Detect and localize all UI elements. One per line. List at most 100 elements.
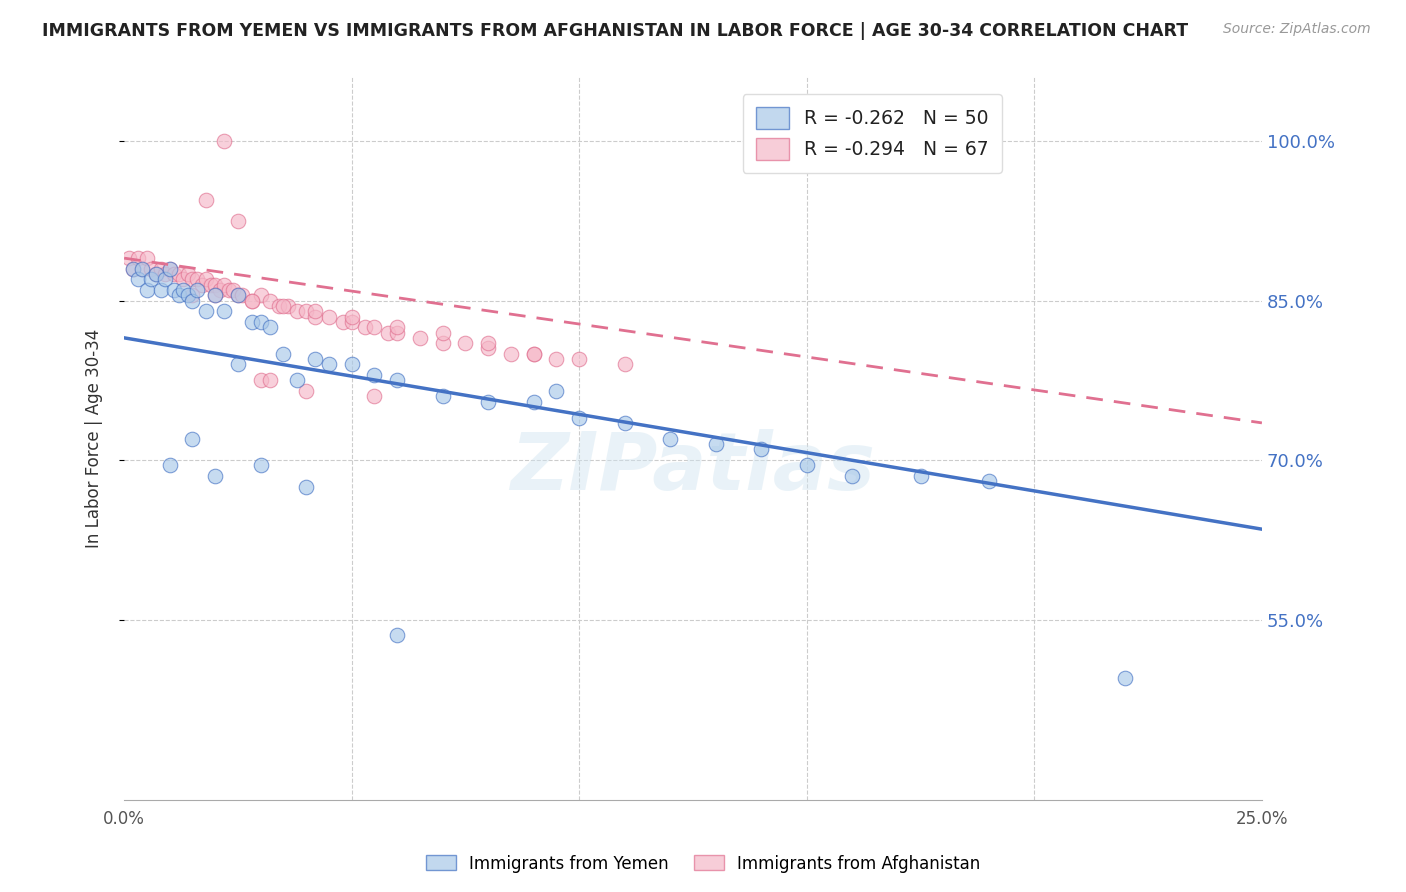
Point — [304, 310, 326, 324]
Point — [186, 283, 208, 297]
Point — [212, 277, 235, 292]
Point — [977, 475, 1000, 489]
Point — [172, 272, 194, 286]
Text: ZIPatlas: ZIPatlas — [510, 429, 876, 507]
Point — [387, 628, 409, 642]
Point — [226, 214, 249, 228]
Point — [454, 336, 477, 351]
Point — [159, 458, 181, 473]
Point — [122, 261, 145, 276]
Point — [659, 432, 682, 446]
Point — [195, 272, 218, 286]
Point — [432, 389, 454, 403]
Point — [141, 272, 163, 286]
Point — [149, 283, 172, 297]
Point — [377, 326, 399, 340]
Point — [267, 299, 290, 313]
Point — [285, 373, 308, 387]
Point — [749, 442, 772, 457]
Point — [432, 326, 454, 340]
Point — [181, 293, 204, 308]
Point — [153, 267, 176, 281]
Point — [159, 261, 181, 276]
Legend: R = -0.262   N = 50, R = -0.294   N = 67: R = -0.262 N = 50, R = -0.294 N = 67 — [742, 94, 1002, 173]
Point — [212, 304, 235, 318]
Point — [218, 283, 240, 297]
Point — [273, 347, 295, 361]
Point — [259, 293, 281, 308]
Point — [409, 331, 432, 345]
Point — [226, 358, 249, 372]
Point — [163, 267, 186, 281]
Point — [568, 352, 591, 367]
Point — [122, 261, 145, 276]
Point — [432, 336, 454, 351]
Point — [167, 288, 190, 302]
Point — [340, 358, 363, 372]
Point — [277, 299, 299, 313]
Point — [910, 469, 932, 483]
Point — [167, 267, 190, 281]
Point — [259, 320, 281, 334]
Point — [131, 261, 153, 276]
Legend: Immigrants from Yemen, Immigrants from Afghanistan: Immigrants from Yemen, Immigrants from A… — [419, 848, 987, 880]
Point — [523, 394, 546, 409]
Point — [249, 315, 271, 329]
Point — [523, 347, 546, 361]
Point — [363, 320, 385, 334]
Point — [477, 342, 499, 356]
Point — [195, 193, 218, 207]
Point — [568, 410, 591, 425]
Point — [153, 272, 176, 286]
Point — [127, 272, 149, 286]
Point — [249, 373, 271, 387]
Point — [177, 288, 200, 302]
Point — [149, 261, 172, 276]
Point — [118, 251, 141, 265]
Point — [135, 251, 157, 265]
Point — [318, 310, 340, 324]
Point — [204, 288, 226, 302]
Point — [172, 283, 194, 297]
Point — [208, 283, 231, 297]
Point — [499, 347, 522, 361]
Point — [159, 261, 181, 276]
Point — [613, 416, 636, 430]
Point — [387, 320, 409, 334]
Point — [204, 469, 226, 483]
Point — [295, 384, 318, 398]
Point — [127, 251, 149, 265]
Point — [354, 320, 377, 334]
Point — [295, 480, 318, 494]
Point — [704, 437, 727, 451]
Point — [141, 261, 163, 276]
Y-axis label: In Labor Force | Age 30-34: In Labor Force | Age 30-34 — [86, 329, 103, 549]
Point — [226, 288, 249, 302]
Point — [1114, 671, 1136, 685]
Point — [285, 304, 308, 318]
Point — [240, 315, 263, 329]
Point — [177, 267, 200, 281]
Point — [363, 368, 385, 382]
Point — [249, 288, 271, 302]
Point — [340, 315, 363, 329]
Point — [222, 283, 245, 297]
Point — [387, 373, 409, 387]
Point — [240, 293, 263, 308]
Point — [477, 336, 499, 351]
Point — [200, 277, 222, 292]
Point — [226, 288, 249, 302]
Point — [332, 315, 354, 329]
Point — [546, 352, 568, 367]
Point — [546, 384, 568, 398]
Point — [135, 283, 157, 297]
Point — [186, 272, 208, 286]
Point — [259, 373, 281, 387]
Point — [523, 347, 546, 361]
Point — [340, 310, 363, 324]
Text: Source: ZipAtlas.com: Source: ZipAtlas.com — [1223, 22, 1371, 37]
Point — [477, 394, 499, 409]
Point — [163, 283, 186, 297]
Point — [796, 458, 818, 473]
Point — [204, 288, 226, 302]
